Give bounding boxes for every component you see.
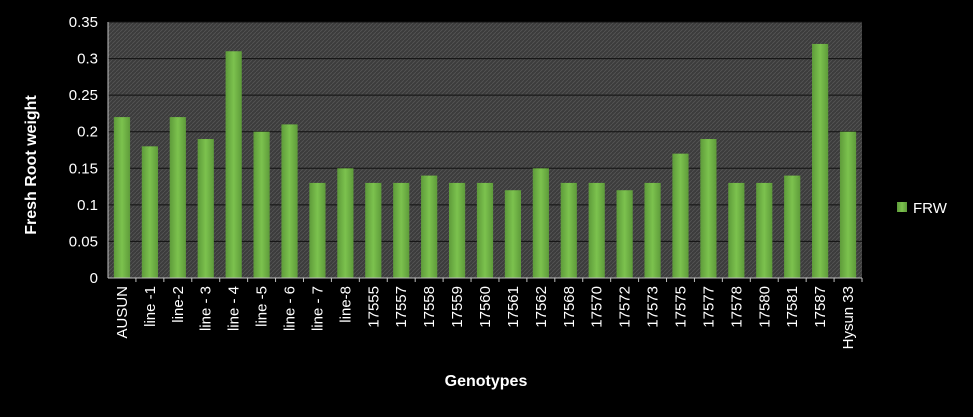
x-tick-label: 17560 xyxy=(477,286,494,328)
x-tick-label: 17559 xyxy=(449,286,466,328)
y-tick-label: 0.15 xyxy=(69,160,98,177)
x-tick-label: 17587 xyxy=(812,286,829,328)
x-tick-label: 17570 xyxy=(589,286,606,328)
bar xyxy=(448,182,466,278)
legend-swatch xyxy=(897,202,907,212)
bar xyxy=(253,131,270,278)
y-tick-labels: 0 0.05 0.1 0.15 0.2 0.25 0.3 0.35 xyxy=(69,14,98,287)
x-tick-label: line - 6 xyxy=(282,286,299,331)
bar xyxy=(504,190,522,278)
bar xyxy=(616,190,633,278)
bars xyxy=(113,43,857,279)
y-tick-label: 0.35 xyxy=(69,14,98,31)
legend-label: FRW xyxy=(913,200,948,217)
y-tick-label: 0.05 xyxy=(69,233,98,250)
bar xyxy=(532,168,549,278)
x-tick-label: line - 3 xyxy=(198,286,215,331)
x-tick-label: Hysun 33 xyxy=(840,286,857,349)
bar xyxy=(672,153,689,278)
x-tick-label: 17557 xyxy=(393,286,410,328)
y-tick-label: 0.2 xyxy=(77,124,98,141)
bar xyxy=(141,146,158,278)
x-axis-title: Genotypes xyxy=(445,373,528,390)
x-tick-label: 17568 xyxy=(561,286,578,328)
x-tick-labels: AUSUN line -1 line-2 line - 3 line - 4 line -… xyxy=(114,278,863,349)
x-tick-label: line -1 xyxy=(142,286,159,327)
bar xyxy=(644,182,661,278)
x-tick-label: 17578 xyxy=(728,286,745,328)
bar xyxy=(309,182,326,278)
bar xyxy=(756,182,773,278)
bar xyxy=(588,182,605,278)
x-tick-label: 17573 xyxy=(645,286,662,328)
x-tick-label: line-2 xyxy=(170,286,187,323)
bar xyxy=(197,139,214,278)
bar xyxy=(393,182,410,278)
x-tick-label: 17558 xyxy=(421,286,438,328)
bar xyxy=(784,175,801,278)
bar xyxy=(476,182,494,278)
bar xyxy=(169,117,186,278)
bar xyxy=(560,182,577,278)
y-tick-label: 0 xyxy=(90,270,98,287)
x-tick-label: AUSUN xyxy=(114,286,131,339)
y-tick-label: 0.3 xyxy=(77,51,98,68)
bar xyxy=(225,51,242,278)
x-tick-label: line-8 xyxy=(337,286,354,323)
x-tick-label: 17561 xyxy=(505,286,522,328)
x-tick-label: 17580 xyxy=(756,286,773,328)
x-tick-label: 17581 xyxy=(784,286,801,328)
bar xyxy=(728,182,745,278)
bar xyxy=(700,139,717,278)
bar xyxy=(812,43,829,278)
bar xyxy=(113,117,131,278)
x-tick-label: 17562 xyxy=(533,286,550,328)
y-tick-label: 0.25 xyxy=(69,87,98,104)
x-tick-label: 17577 xyxy=(700,286,717,328)
legend: FRW xyxy=(897,200,948,217)
x-tick-label: 17572 xyxy=(617,286,634,328)
x-tick-label: 17575 xyxy=(672,286,689,328)
bar xyxy=(281,124,298,279)
bar xyxy=(365,182,382,278)
y-tick-label: 0.1 xyxy=(77,197,98,214)
x-tick-label: line -5 xyxy=(254,286,271,327)
bar xyxy=(337,168,354,278)
x-tick-label: 17555 xyxy=(365,286,382,328)
x-tick-label: line - 7 xyxy=(309,286,326,331)
bar xyxy=(839,131,857,278)
y-axis-title: Fresh Root weight xyxy=(23,95,40,235)
x-tick-label: line - 4 xyxy=(226,286,243,331)
bar xyxy=(421,175,438,278)
